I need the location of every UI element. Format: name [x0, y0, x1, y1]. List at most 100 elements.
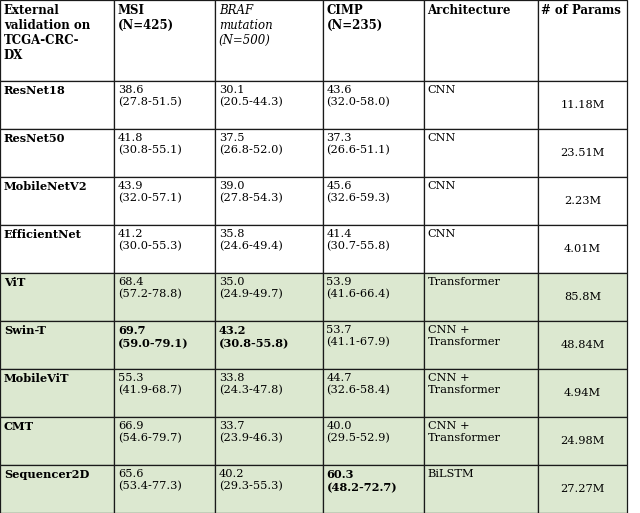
- Bar: [0, 273, 114, 321]
- Bar: [323, 0, 424, 81]
- Bar: [323, 225, 424, 273]
- Text: ViT: ViT: [4, 277, 25, 288]
- Text: MobileNetV2: MobileNetV2: [4, 181, 88, 192]
- Bar: [114, 225, 215, 273]
- Text: 43.6
(32.0-58.0): 43.6 (32.0-58.0): [326, 85, 390, 107]
- Bar: [424, 321, 538, 369]
- Text: 11.18M: 11.18M: [560, 100, 605, 110]
- Bar: [424, 465, 538, 513]
- Bar: [0, 465, 114, 513]
- Bar: [424, 273, 538, 321]
- Text: 41.4
(30.7-55.8): 41.4 (30.7-55.8): [326, 229, 390, 251]
- Bar: [538, 129, 627, 177]
- Bar: [538, 273, 627, 321]
- Text: CNN +
Transformer: CNN + Transformer: [428, 373, 500, 395]
- Bar: [323, 81, 424, 129]
- Bar: [215, 225, 323, 273]
- Text: 44.7
(32.6-58.4): 44.7 (32.6-58.4): [326, 373, 390, 395]
- Text: 30.1
(20.5-44.3): 30.1 (20.5-44.3): [219, 85, 283, 107]
- Text: CMT: CMT: [4, 421, 34, 432]
- Bar: [0, 177, 114, 225]
- Text: CIMP
(N=235): CIMP (N=235): [326, 4, 383, 32]
- Text: 39.0
(27.8-54.3): 39.0 (27.8-54.3): [219, 181, 283, 203]
- Text: 48.84M: 48.84M: [560, 340, 605, 350]
- Text: 4.01M: 4.01M: [564, 244, 601, 254]
- Text: MobileViT: MobileViT: [4, 373, 69, 384]
- Text: ResNet50: ResNet50: [4, 133, 65, 144]
- Text: 68.4
(57.2-78.8): 68.4 (57.2-78.8): [118, 277, 182, 299]
- Bar: [424, 417, 538, 465]
- Bar: [215, 273, 323, 321]
- Text: 33.7
(23.9-46.3): 33.7 (23.9-46.3): [219, 421, 283, 443]
- Bar: [538, 81, 627, 129]
- Text: 35.8
(24.6-49.4): 35.8 (24.6-49.4): [219, 229, 283, 251]
- Bar: [0, 417, 114, 465]
- Text: 24.98M: 24.98M: [560, 436, 605, 446]
- Bar: [114, 0, 215, 81]
- Bar: [424, 177, 538, 225]
- Bar: [114, 81, 215, 129]
- Text: 40.0
(29.5-52.9): 40.0 (29.5-52.9): [326, 421, 390, 443]
- Bar: [114, 273, 215, 321]
- Bar: [114, 177, 215, 225]
- Bar: [538, 177, 627, 225]
- Text: 85.8M: 85.8M: [564, 292, 601, 302]
- Bar: [215, 129, 323, 177]
- Text: 41.2
(30.0-55.3): 41.2 (30.0-55.3): [118, 229, 182, 251]
- Bar: [538, 465, 627, 513]
- Text: 53.9
(41.6-66.4): 53.9 (41.6-66.4): [326, 277, 390, 299]
- Bar: [424, 81, 538, 129]
- Text: 23.51M: 23.51M: [560, 148, 605, 158]
- Bar: [323, 369, 424, 417]
- Bar: [215, 417, 323, 465]
- Bar: [114, 465, 215, 513]
- Text: 53.7
(41.1-67.9): 53.7 (41.1-67.9): [326, 325, 390, 347]
- Text: 60.3
(48.2-72.7): 60.3 (48.2-72.7): [326, 469, 397, 493]
- Bar: [538, 321, 627, 369]
- Bar: [538, 369, 627, 417]
- Text: 41.8
(30.8-55.1): 41.8 (30.8-55.1): [118, 133, 182, 155]
- Text: CNN +
Transformer: CNN + Transformer: [428, 325, 500, 347]
- Text: ResNet18: ResNet18: [4, 85, 65, 96]
- Bar: [215, 0, 323, 81]
- Text: MSI
(N=425): MSI (N=425): [118, 4, 174, 32]
- Text: 55.3
(41.9-68.7): 55.3 (41.9-68.7): [118, 373, 182, 395]
- Bar: [538, 0, 627, 81]
- Bar: [0, 0, 114, 81]
- Bar: [323, 129, 424, 177]
- Text: 38.6
(27.8-51.5): 38.6 (27.8-51.5): [118, 85, 182, 107]
- Text: BiLSTM: BiLSTM: [428, 469, 474, 479]
- Bar: [424, 0, 538, 81]
- Bar: [114, 129, 215, 177]
- Bar: [0, 321, 114, 369]
- Text: CNN: CNN: [428, 181, 456, 191]
- Bar: [114, 321, 215, 369]
- Bar: [0, 81, 114, 129]
- Text: 69.7
(59.0-79.1): 69.7 (59.0-79.1): [118, 325, 189, 349]
- Text: 27.27M: 27.27M: [560, 484, 605, 494]
- Text: # of Params: # of Params: [541, 4, 621, 17]
- Bar: [323, 417, 424, 465]
- Bar: [114, 417, 215, 465]
- Text: CNN: CNN: [428, 85, 456, 95]
- Bar: [424, 369, 538, 417]
- Text: 65.6
(53.4-77.3): 65.6 (53.4-77.3): [118, 469, 182, 491]
- Bar: [538, 417, 627, 465]
- Bar: [0, 225, 114, 273]
- Bar: [323, 177, 424, 225]
- Bar: [538, 225, 627, 273]
- Text: 40.2
(29.3-55.3): 40.2 (29.3-55.3): [219, 469, 283, 491]
- Text: 33.8
(24.3-47.8): 33.8 (24.3-47.8): [219, 373, 283, 395]
- Bar: [215, 321, 323, 369]
- Bar: [215, 465, 323, 513]
- Bar: [424, 225, 538, 273]
- Bar: [323, 273, 424, 321]
- Text: 2.23M: 2.23M: [564, 196, 601, 206]
- Text: Architecture: Architecture: [428, 4, 511, 17]
- Text: Swin-T: Swin-T: [4, 325, 45, 336]
- Text: 43.2
(30.8-55.8): 43.2 (30.8-55.8): [219, 325, 289, 349]
- Bar: [215, 369, 323, 417]
- Text: Sequencer2D: Sequencer2D: [4, 469, 89, 480]
- Text: 4.94M: 4.94M: [564, 388, 601, 398]
- Bar: [424, 129, 538, 177]
